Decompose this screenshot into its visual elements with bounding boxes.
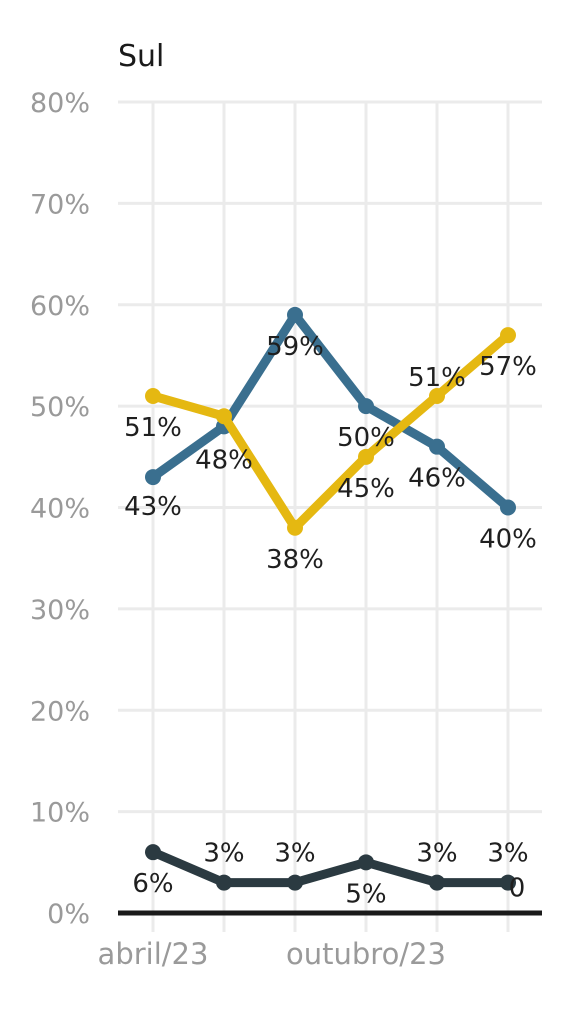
y-tick-label: 0% (47, 899, 90, 930)
data-label: 3% (203, 839, 244, 869)
data-label: 3% (274, 839, 315, 869)
chart-title: Sul (118, 39, 164, 74)
data-point (358, 854, 374, 871)
data-point (429, 438, 445, 455)
y-tick-label: 80% (30, 88, 90, 119)
series-line-1 (148, 330, 513, 533)
data-point (145, 844, 161, 861)
data-point (216, 874, 232, 891)
x-tick-label: abril/23 (98, 937, 209, 971)
data-label: 43% (124, 492, 182, 522)
data-label: 45% (337, 474, 395, 504)
data-label: 38% (266, 545, 324, 575)
data-label: 50% (337, 423, 395, 453)
data-label: 3% (487, 839, 528, 869)
data-point (216, 408, 232, 425)
y-tick-label: 60% (30, 291, 90, 322)
data-label: 40% (479, 525, 537, 555)
data-point (145, 387, 161, 404)
data-label: 51% (408, 363, 466, 393)
data-label: 59% (266, 332, 324, 362)
data-labels: 43% 48% 59% 50% 46% 40% 51% 38% 45% 51% 57% 6% 3% 3% 5… (124, 332, 537, 909)
data-label: 51% (124, 413, 182, 443)
data-label: 6% (132, 869, 173, 899)
y-axis-tick-labels: 0% 10% 20% 30% 40% 50% 60% 70% 80% (30, 88, 90, 930)
x-tick-label: outubro/23 (286, 937, 446, 971)
x-axis-tick-labels: abril/23 outubro/23 (98, 937, 446, 971)
y-tick-label: 20% (30, 696, 90, 727)
data-point (500, 327, 516, 344)
data-point (358, 448, 374, 465)
y-tick-label: 40% (30, 494, 90, 525)
data-label: 48% (195, 445, 253, 475)
series-line-2 (148, 847, 513, 888)
data-label: 57% (479, 352, 537, 382)
data-point (287, 306, 303, 323)
x-gridlines (151, 102, 510, 932)
y-tick-label: 70% (30, 189, 90, 220)
y-tick-label: 10% (30, 798, 90, 829)
data-point (500, 499, 516, 516)
stray-label: 0 (509, 874, 526, 904)
series-layer (145, 306, 516, 891)
data-point (287, 519, 303, 536)
data-point (429, 874, 445, 891)
data-point (429, 387, 445, 404)
data-point (145, 469, 161, 486)
data-label: 46% (408, 464, 466, 494)
data-label: 3% (416, 839, 457, 869)
y-tick-label: 30% (30, 595, 90, 626)
data-point (500, 874, 516, 891)
data-point (358, 398, 374, 415)
data-point (287, 874, 303, 891)
series-line-0 (148, 310, 513, 512)
y-tick-label: 50% (30, 392, 90, 423)
data-label: 5% (345, 879, 386, 909)
